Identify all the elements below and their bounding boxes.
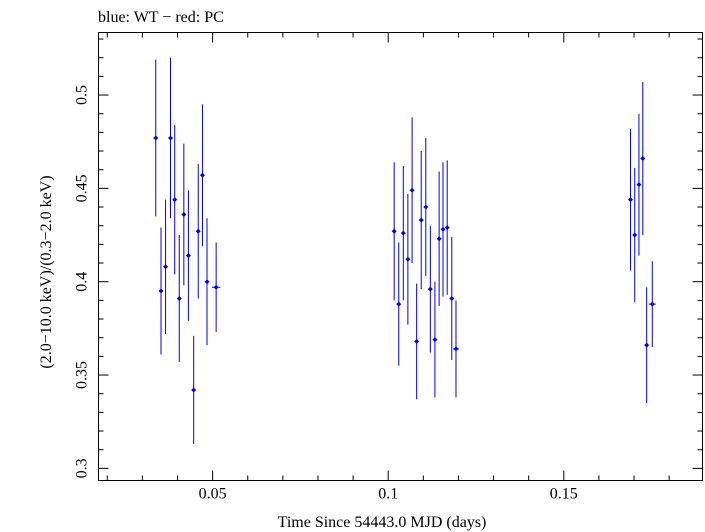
y-ticks: 0.3 0.35 0.4 0.45 0.5 bbox=[74, 38, 703, 478]
data-point bbox=[432, 281, 438, 398]
data-point bbox=[163, 199, 169, 334]
data-point bbox=[436, 171, 442, 306]
y-tick-label: 0.45 bbox=[74, 174, 91, 202]
data-point bbox=[396, 242, 402, 366]
point-marker bbox=[163, 264, 169, 270]
point-marker bbox=[427, 286, 433, 292]
point-marker bbox=[628, 197, 634, 203]
data-point bbox=[636, 113, 642, 256]
point-marker bbox=[432, 337, 438, 343]
data-point bbox=[185, 190, 191, 321]
data-point bbox=[204, 218, 210, 346]
data-point bbox=[409, 117, 415, 264]
data-point bbox=[191, 335, 197, 445]
y-tick-label: 0.3 bbox=[74, 458, 91, 478]
y-tick-label: 0.35 bbox=[74, 361, 91, 389]
data-point bbox=[648, 261, 656, 348]
point-marker bbox=[440, 226, 446, 232]
data-point bbox=[414, 283, 420, 400]
y-tick-label: 0.5 bbox=[74, 85, 91, 105]
y-tick-label: 0.4 bbox=[74, 272, 91, 292]
point-marker bbox=[153, 135, 159, 141]
data-point bbox=[444, 160, 450, 295]
data-point bbox=[405, 193, 411, 325]
point-marker bbox=[185, 253, 191, 259]
data-point bbox=[199, 104, 205, 247]
data-point bbox=[158, 227, 164, 355]
point-marker bbox=[199, 172, 205, 178]
data-point bbox=[176, 235, 182, 362]
data-point bbox=[167, 57, 173, 219]
point-marker bbox=[409, 187, 415, 193]
point-marker bbox=[640, 156, 646, 161]
data-point bbox=[449, 236, 455, 361]
point-marker bbox=[400, 230, 406, 236]
y-axis-label: (2.0−10.0 keV)/(0.3−2.0 keV) bbox=[38, 175, 55, 368]
data-point bbox=[440, 162, 446, 297]
point-marker bbox=[391, 228, 397, 234]
plot-frame bbox=[98, 32, 703, 481]
x-axis-label: Time Since 54443.0 MJD (days) bbox=[278, 514, 487, 531]
data-point bbox=[391, 162, 397, 301]
data-point bbox=[181, 143, 187, 286]
point-marker bbox=[213, 284, 219, 290]
point-marker bbox=[176, 296, 182, 301]
chart-title: blue: WT − red: PC bbox=[98, 9, 224, 26]
point-marker bbox=[418, 217, 424, 223]
x-tick-label: 0.05 bbox=[199, 486, 227, 503]
data-point bbox=[153, 59, 159, 217]
point-marker bbox=[167, 135, 173, 141]
point-marker bbox=[195, 228, 201, 234]
data-point bbox=[195, 164, 201, 299]
data-point bbox=[628, 128, 634, 271]
point-marker bbox=[172, 197, 178, 203]
point-marker bbox=[453, 346, 459, 352]
point-marker bbox=[414, 338, 420, 344]
point-marker bbox=[644, 342, 650, 348]
data-point bbox=[400, 165, 406, 301]
data-point bbox=[418, 151, 424, 290]
data-point bbox=[453, 300, 459, 398]
data-points bbox=[153, 57, 656, 445]
x-ticks: 0.05 0.1 0.15 bbox=[106, 32, 670, 503]
data-point bbox=[632, 167, 638, 303]
data-point bbox=[644, 287, 650, 404]
data-point bbox=[423, 137, 429, 277]
point-marker bbox=[204, 279, 210, 285]
point-marker bbox=[423, 204, 429, 210]
point-marker bbox=[436, 236, 442, 242]
point-marker bbox=[632, 232, 638, 238]
point-marker bbox=[636, 182, 642, 188]
point-marker bbox=[444, 225, 450, 231]
point-marker bbox=[396, 301, 402, 307]
data-point bbox=[172, 124, 178, 275]
point-marker bbox=[405, 256, 411, 262]
data-point bbox=[640, 81, 646, 236]
data-point bbox=[427, 225, 433, 353]
point-marker bbox=[181, 212, 187, 217]
x-tick-label: 0.1 bbox=[378, 486, 398, 503]
data-point bbox=[211, 242, 221, 333]
point-marker bbox=[158, 288, 164, 294]
x-tick-label: 0.15 bbox=[550, 486, 578, 503]
point-marker bbox=[649, 301, 655, 307]
point-marker bbox=[449, 296, 455, 301]
point-marker bbox=[191, 387, 197, 393]
